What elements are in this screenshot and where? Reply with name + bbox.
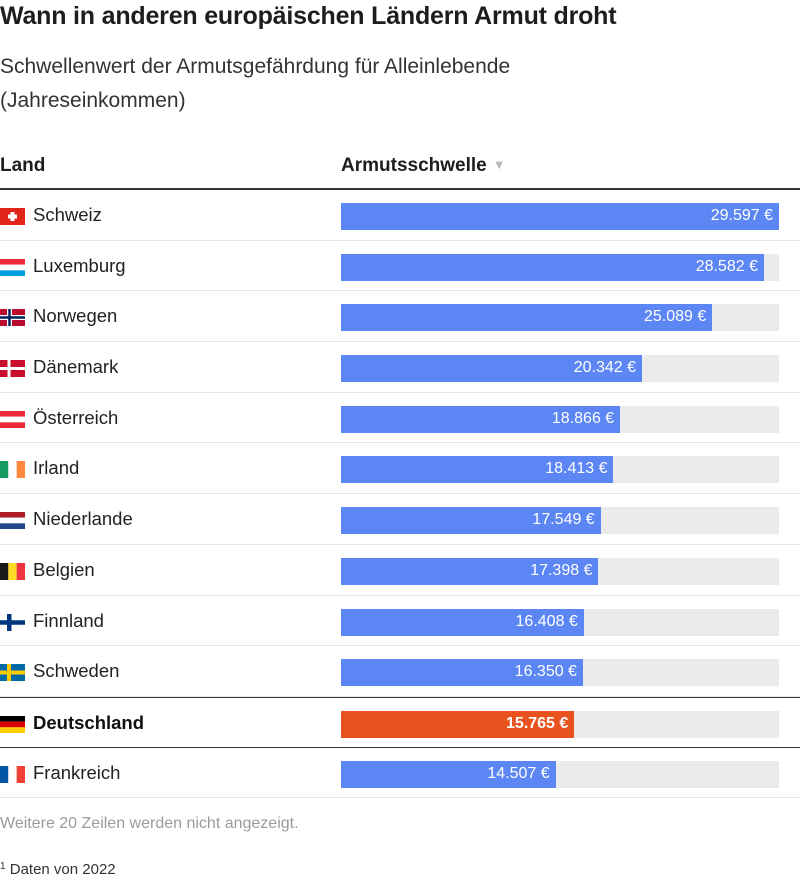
bar-deutschland: 15.765 €: [341, 710, 575, 738]
flag-ie-icon: [0, 461, 25, 479]
bar-track: 18.413 €: [341, 456, 779, 484]
bar-niederlande: 17.549 €: [341, 507, 601, 535]
header-divider: [0, 188, 800, 190]
flag-no-icon: [0, 309, 25, 327]
bar-track: 20.342 €: [341, 355, 779, 383]
bar-schweden: 16.350 €: [341, 659, 583, 687]
flag-se-icon: [0, 664, 25, 682]
bar-osterreich: 18.866 €: [341, 405, 621, 433]
country-label-belgien: Belgien: [33, 558, 95, 580]
bar-track: 29.597 €: [341, 203, 779, 230]
value-label-niederlande: 17.549 €: [532, 511, 595, 529]
flag-at-icon: [0, 410, 25, 428]
country-label-irland: Irland: [33, 457, 80, 479]
table-row: Deutschland 15.765 €: [0, 696, 800, 748]
flag-ch-icon: [0, 208, 25, 225]
value-label-luxemburg: 28.582 €: [695, 257, 758, 275]
footnote-marker: 1: [0, 861, 6, 872]
country-label-schweiz: Schweiz: [33, 204, 102, 225]
table-row: Österreich 18.866 €: [0, 393, 800, 444]
bar-track: 14.507 €: [341, 760, 779, 788]
country-label-luxemburg: Luxemburg: [33, 254, 126, 276]
country-label-deutschland: Deutschland: [33, 711, 145, 733]
bar-schweiz: 29.597 €: [341, 203, 779, 230]
bar-finnland: 16.408 €: [341, 608, 584, 636]
value-label-frankreich: 14.507 €: [487, 764, 550, 782]
flag-be-icon: [0, 562, 25, 580]
sort-descending-icon[interactable]: ▼: [492, 157, 506, 172]
country-label-frankreich: Frankreich: [33, 761, 121, 783]
table-row: Norwegen 25.089 €: [0, 291, 800, 343]
flag-de-icon: [0, 715, 25, 733]
table-row: Belgien 17.398 €: [0, 545, 800, 596]
value-label-danemark: 20.342 €: [573, 359, 637, 377]
table-row: Dänemark 20.342 €: [0, 342, 800, 393]
bar-danemark: 20.342 €: [341, 355, 643, 383]
column-header-land[interactable]: Land: [0, 155, 45, 177]
bar-track: 18.866 €: [341, 405, 779, 433]
country-label-niederlande: Niederlande: [33, 508, 133, 530]
country-label-danemark: Dänemark: [33, 356, 119, 378]
table-row: Irland 18.413 €: [0, 443, 800, 495]
value-label-schweden: 16.350 €: [514, 663, 577, 681]
value-label-schweiz: 29.597 €: [710, 207, 773, 224]
flag-nl-icon: [0, 512, 25, 530]
flag-dk-icon: [0, 360, 25, 378]
bar-norwegen: 25.089 €: [341, 304, 713, 332]
table-row: Schweden 16.350 €: [0, 646, 800, 697]
flag-fi-icon: [0, 613, 25, 631]
table-row: Frankreich 14.507 €: [0, 748, 800, 799]
value-label-belgien: 17.398 €: [530, 561, 593, 579]
chart-subtitle: Schwellenwert der Armutsgefährdung für A…: [0, 55, 511, 112]
bar-track: 17.398 €: [341, 557, 779, 585]
bar-track: 16.408 €: [341, 608, 779, 636]
table-row: Niederlande 17.549 €: [0, 494, 800, 545]
hidden-rows-note: Weitere 20 Zeilen werden nicht angezeigt…: [0, 815, 299, 832]
column-header-armutsschwelle-label: Armutsschwelle: [341, 155, 487, 176]
column-header-armutsschwelle[interactable]: Armutsschwelle ▼: [341, 155, 506, 177]
footnote: 1 Daten von 2022: [0, 861, 116, 878]
country-label-osterreich: Österreich: [33, 406, 119, 428]
chart-title: Wann in anderen europäischen Ländern Arm…: [0, 2, 617, 30]
bar-irland: 18.413 €: [341, 456, 614, 484]
value-label-osterreich: 18.866 €: [551, 409, 615, 427]
country-label-finnland: Finnland: [33, 609, 104, 631]
bar-track: 16.350 €: [341, 659, 779, 687]
value-label-irland: 18.413 €: [545, 460, 608, 478]
country-label-norwegen: Norwegen: [33, 305, 118, 327]
value-label-finnland: 16.408 €: [515, 612, 578, 630]
bar-track: 28.582 €: [341, 253, 779, 281]
bar-track: 17.549 €: [341, 507, 779, 535]
bar-luxemburg: 28.582 €: [341, 253, 764, 281]
bar-belgien: 17.398 €: [341, 557, 599, 585]
bar-frankreich: 14.507 €: [341, 760, 556, 788]
table-body: Schweiz 29.597 € Luxemburg 28.582 € Norwegen…: [0, 190, 800, 799]
footnote-text: Daten von 2022: [9, 861, 116, 878]
table-row: Luxemburg 28.582 €: [0, 241, 800, 292]
column-header-land-label: Land: [0, 155, 46, 176]
bar-track: 25.089 €: [341, 304, 779, 332]
table-row: Schweiz 29.597 €: [0, 190, 800, 241]
value-label-norwegen: 25.089 €: [644, 308, 707, 326]
bar-track: 15.765 €: [341, 710, 779, 738]
table-row: Finnland 16.408 €: [0, 596, 800, 647]
flag-fr-icon: [0, 765, 25, 783]
country-label-schweden: Schweden: [33, 660, 120, 682]
value-label-deutschland: 15.765 €: [506, 714, 569, 732]
flag-lu-icon: [0, 258, 25, 276]
